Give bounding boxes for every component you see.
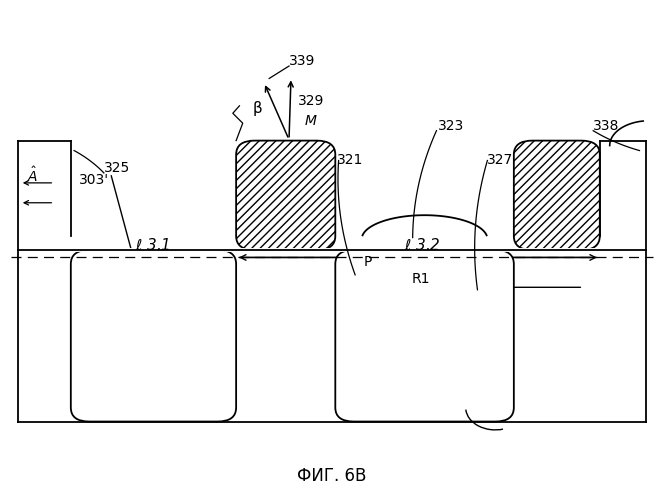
Text: $\ell$ 3.2: $\ell$ 3.2: [404, 237, 440, 253]
FancyBboxPatch shape: [71, 250, 236, 422]
Text: 321: 321: [337, 154, 364, 168]
Text: 338: 338: [593, 118, 620, 132]
Text: 325: 325: [104, 161, 130, 175]
Bar: [18, 250, 646, 422]
Text: M: M: [305, 114, 317, 128]
Text: P: P: [364, 256, 372, 270]
FancyBboxPatch shape: [514, 140, 600, 250]
Text: 339: 339: [289, 54, 315, 68]
Text: 329: 329: [297, 94, 324, 108]
FancyBboxPatch shape: [236, 140, 335, 250]
Text: $\hat{A}$: $\hat{A}$: [27, 166, 39, 185]
Text: 323: 323: [438, 118, 464, 132]
Text: R1: R1: [411, 272, 430, 286]
FancyBboxPatch shape: [335, 250, 514, 422]
Bar: [18, 140, 71, 422]
Text: 303': 303': [80, 174, 110, 188]
Text: $\ell$ 3.1: $\ell$ 3.1: [135, 237, 170, 253]
Bar: [600, 140, 646, 422]
Text: β: β: [252, 101, 262, 116]
Text: 327: 327: [487, 154, 514, 168]
Text: ФИГ. 6В: ФИГ. 6В: [297, 467, 367, 485]
